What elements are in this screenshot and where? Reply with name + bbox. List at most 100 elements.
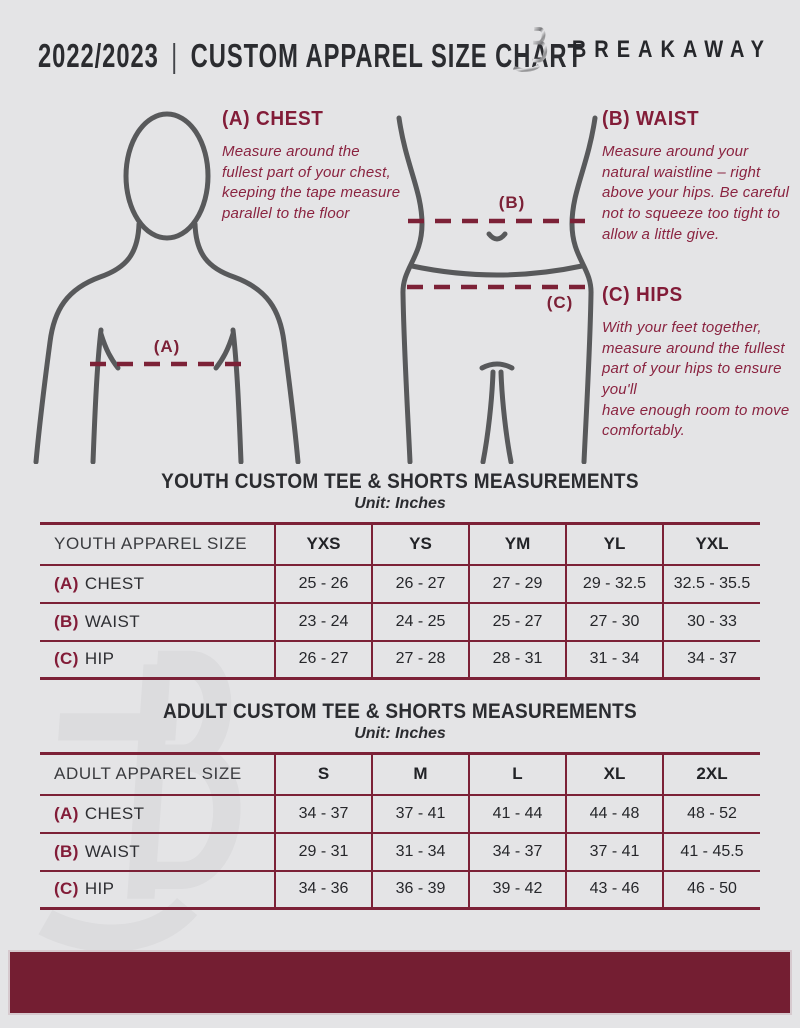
chest-guide-heading: (A) CHEST [222,108,324,131]
waist-guide-description: Measure around your natural waistline – … [602,143,790,243]
chest-guide-note: (A) CHEST Measure around the fullest par… [222,108,402,225]
adult-table-header-row: ADULT APPAREL SIZE S M L XL 2XL [40,752,760,795]
figure-right-inner-leg-line [498,369,514,464]
table-row: (C) HIP 34 - 36 36 - 39 39 - 42 43 - 46 4… [40,869,760,910]
youth-column-ym: YM [468,522,566,565]
youth-table-header-row: YOUTH APPAREL SIZE YXS YS YM YL YXL [40,522,760,565]
measurement-cell: 43 - 46 [565,869,663,910]
table-row: (B) WAIST 29 - 31 31 - 34 34 - 37 37 - 41… [40,831,760,871]
measurement-cell: 32.5 - 35.5 [662,563,760,603]
measurement-cell: 46 - 50 [662,869,760,910]
row-part-name: WAIST [84,841,141,861]
chest-figure-illustration: (A) [33,111,301,464]
figure-head-outline [123,111,211,241]
measurement-cell: 34 - 37 [468,831,566,871]
measurement-cell: 25 - 27 [468,601,566,641]
youth-waist-row-label: (B) WAIST [40,601,275,641]
table-row: (C) HIP 26 - 27 27 - 28 28 - 31 31 - 34 3… [40,639,760,680]
measurement-cell: 36 - 39 [371,869,469,910]
adult-waist-row-label: (B) WAIST [40,831,275,871]
hips-measure-label: (C) [547,293,574,312]
adult-section-unit: Unit: Inches [354,725,446,742]
waist-measure-label: (B) [499,193,526,212]
youth-column-yl: YL [565,522,663,565]
figure-right-arm-line [230,327,244,464]
measurement-cell: 39 - 42 [468,869,566,910]
figure-right-torso-line [569,115,598,464]
brand-lockup: BREAKAWAY [507,24,772,76]
row-key: (C) [54,879,79,899]
hips-guide-note: (C) HIPS With your feet together, measur… [602,284,796,442]
youth-section-title: YOUTH CUSTOM TEE & SHORTS MEASUREMENTS [161,470,639,494]
adult-column-l: L [468,752,566,795]
measurement-cell: 25 - 26 [274,563,372,603]
waist-guide-note: (B) WAIST Measure around your natural wa… [602,108,794,245]
waist-guide-heading: (B) WAIST [602,108,700,131]
adult-chest-row-label: (A) CHEST [40,793,275,833]
adult-measurements-section: ADULT CUSTOM TEE & SHORTS MEASUREMENTS U… [40,700,760,910]
measurement-cell: 30 - 33 [662,601,760,641]
figure-right-armpit-line [213,331,236,371]
measurement-cell: 44 - 48 [565,793,663,833]
chest-measure-label: (A) [154,337,181,356]
measurement-cell: 34 - 36 [274,869,372,910]
adult-section-title: ADULT CUSTOM TEE & SHORTS MEASUREMENTS [162,700,638,724]
measurement-cell: 34 - 37 [274,793,372,833]
figure-hip-crease-line [409,263,585,278]
measurement-cell: 27 - 29 [468,563,566,603]
measurement-cell: 26 - 27 [371,563,469,603]
measurement-cell: 31 - 34 [371,831,469,871]
brand-wordmark: BREAKAWAY [571,36,772,63]
adult-size-header-cell: ADULT APPAREL SIZE [40,752,275,795]
footer-bar [8,950,792,1015]
adult-column-2xl: 2XL [662,752,760,795]
figure-left-shoulder-line [33,221,142,464]
youth-size-table: YOUTH APPAREL SIZE YXS YS YM YL YXL (A) C… [40,522,760,680]
measurement-cell: 29 - 32.5 [565,563,663,603]
youth-column-yxs: YXS [274,522,372,565]
adult-column-s: S [274,752,372,795]
youth-measurements-section: YOUTH CUSTOM TEE & SHORTS MEASUREMENTS U… [40,470,760,680]
title-divider-bar: | [171,38,179,75]
figure-left-inner-leg-line [480,369,496,464]
figure-navel-mark [486,231,508,242]
table-row: (A) CHEST 25 - 26 26 - 27 27 - 29 29 - 32… [40,563,760,603]
adult-hip-row-label: (C) HIP [40,869,275,910]
measurement-cell: 29 - 31 [274,831,372,871]
row-part-name: HIP [84,879,115,899]
measurement-cell: 34 - 37 [662,639,760,680]
row-key: (A) [54,803,79,823]
measurement-cell: 37 - 41 [565,831,663,871]
adult-size-table: ADULT APPAREL SIZE S M L XL 2XL (A) CHEST… [40,752,760,910]
doc-title-year: 2022/2023 [38,38,159,75]
figure-left-armpit-line [98,331,121,371]
row-key: (B) [54,841,79,861]
measurement-cell: 27 - 28 [371,639,469,680]
measurement-cell: 48 - 52 [662,793,760,833]
measurement-cell: 41 - 44 [468,793,566,833]
figure-crotch-line [479,361,515,371]
youth-column-yxl: YXL [662,522,760,565]
row-part-name: HIP [84,649,115,669]
measurement-cell: 26 - 27 [274,639,372,680]
youth-hip-row-label: (C) HIP [40,639,275,680]
youth-size-header-cell: YOUTH APPAREL SIZE [40,522,275,565]
row-part-name: CHEST [84,803,145,823]
row-part-name: WAIST [84,611,141,631]
chest-guide-description: Measure around the fullest part of your … [222,143,401,223]
hips-guide-description: With your feet together, measure around … [602,319,790,440]
adult-column-xl: XL [565,752,663,795]
youth-column-ys: YS [371,522,469,565]
figure-left-torso-line [396,115,425,464]
figure-right-shoulder-line [192,221,301,464]
breakaway-logo-icon [512,27,547,72]
measurement-cell: 31 - 34 [565,639,663,680]
table-row: (B) WAIST 23 - 24 24 - 25 25 - 27 27 - 30… [40,601,760,641]
row-key: (C) [54,649,79,669]
row-key: (A) [54,573,79,593]
hips-guide-heading: (C) HIPS [602,284,683,307]
youth-chest-row-label: (A) CHEST [40,563,275,603]
measurement-cell: 24 - 25 [371,601,469,641]
measurement-cell: 28 - 31 [468,639,566,680]
